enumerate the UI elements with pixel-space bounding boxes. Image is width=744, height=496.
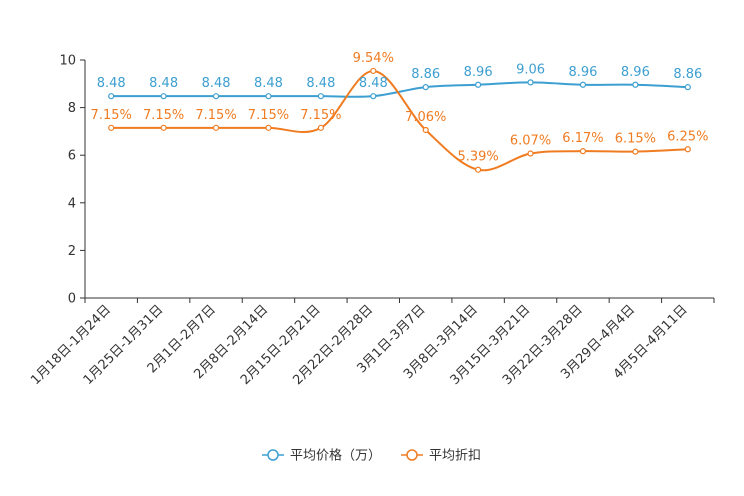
- y-tick-label: 8: [68, 101, 76, 116]
- data-label: 9.54%: [353, 51, 394, 66]
- data-label: 8.96: [464, 65, 493, 80]
- chart-data-labels: 8.48 8.48 8.48 8.48 8.48 8.48 8.86 8.96 9.06 8.96…: [91, 51, 709, 165]
- data-point[interactable]: [108, 124, 115, 131]
- y-tick-label: 0: [68, 292, 76, 307]
- data-point[interactable]: [579, 148, 587, 155]
- data-point[interactable]: [684, 146, 691, 153]
- data-point[interactable]: [370, 67, 377, 75]
- data-label: 8.48: [202, 76, 231, 91]
- data-point[interactable]: [317, 93, 324, 100]
- data-label: 8.96: [621, 65, 650, 80]
- data-point[interactable]: [422, 126, 429, 134]
- data-label: 8.48: [254, 76, 283, 91]
- data-label: 9.06: [516, 62, 545, 77]
- data-label: 7.06%: [405, 110, 446, 125]
- data-label: 7.15%: [195, 108, 236, 123]
- data-label: 8.86: [411, 67, 440, 82]
- data-label: 7.15%: [91, 108, 132, 123]
- y-tick-label: 6: [68, 149, 76, 164]
- legend-marker: [267, 449, 279, 461]
- data-point[interactable]: [265, 124, 272, 131]
- data-point[interactable]: [527, 79, 534, 86]
- data-point[interactable]: [265, 93, 272, 100]
- legend-item-0[interactable]: 平均价格（万）: [262, 448, 381, 464]
- data-point[interactable]: [212, 93, 220, 100]
- y-tick-label: 10: [59, 54, 76, 69]
- chart-legend[interactable]: 平均价格（万） 平均折扣: [262, 448, 481, 464]
- legend-label: 平均价格（万）: [290, 448, 381, 464]
- legend-item-1[interactable]: 平均折扣: [401, 449, 481, 464]
- y-tick-label: 2: [68, 244, 76, 259]
- data-point[interactable]: [684, 84, 691, 91]
- data-label: 8.48: [306, 76, 335, 91]
- data-label: 8.96: [568, 65, 597, 80]
- data-point[interactable]: [475, 166, 482, 173]
- data-point[interactable]: [422, 84, 429, 91]
- chart-series: [108, 67, 691, 173]
- legend-marker: [406, 449, 418, 461]
- data-label: 7.15%: [143, 108, 184, 123]
- chart-axes: 02468101月18日-1月24日1月25日-1月31日2月1日-2月7日2月…: [28, 54, 715, 388]
- data-point[interactable]: [212, 124, 220, 131]
- data-label: 7.15%: [248, 108, 289, 123]
- data-label: 8.48: [149, 76, 178, 91]
- data-point[interactable]: [160, 124, 167, 131]
- data-point[interactable]: [579, 81, 587, 88]
- data-label: 8.86: [673, 67, 702, 82]
- legend-label: 平均折扣: [429, 449, 481, 464]
- data-label: 6.07%: [510, 134, 551, 149]
- data-point[interactable]: [632, 81, 639, 88]
- data-point[interactable]: [317, 124, 324, 131]
- data-point[interactable]: [527, 150, 534, 157]
- data-label: 6.17%: [562, 131, 603, 146]
- y-tick-label: 4: [68, 196, 76, 211]
- data-point[interactable]: [160, 93, 167, 100]
- data-label: 8.48: [359, 76, 388, 91]
- data-point[interactable]: [475, 81, 482, 88]
- data-label: 5.39%: [457, 150, 498, 165]
- data-point[interactable]: [108, 93, 115, 100]
- data-label: 8.48: [97, 76, 126, 91]
- data-label: 6.25%: [667, 129, 708, 144]
- series-line-0: [111, 81, 688, 98]
- data-point[interactable]: [370, 93, 377, 100]
- data-label: 6.15%: [615, 132, 656, 147]
- data-point[interactable]: [632, 148, 639, 155]
- data-label: 7.15%: [300, 108, 341, 123]
